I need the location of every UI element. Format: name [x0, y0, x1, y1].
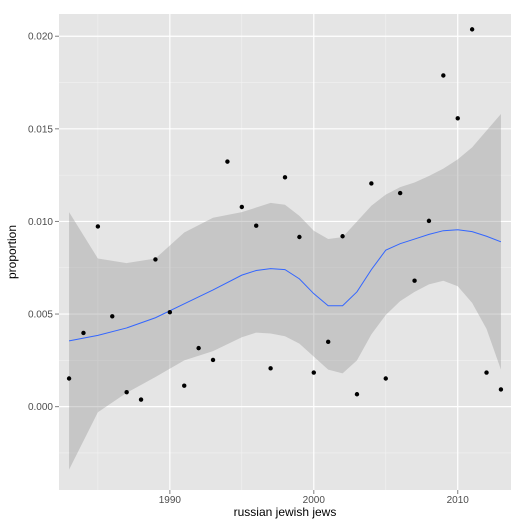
y-tick-label: 0.005	[28, 310, 53, 321]
y-tick-label: 0.000	[28, 402, 53, 413]
data-point	[196, 346, 200, 350]
x-tick-label: 1990	[159, 495, 182, 506]
data-point	[355, 392, 359, 396]
data-point	[268, 366, 272, 370]
data-point	[211, 358, 215, 362]
data-point	[340, 234, 344, 238]
y-tick-label: 0.015	[28, 124, 53, 135]
data-point	[499, 387, 503, 391]
data-point	[427, 219, 431, 223]
y-tick-label: 0.010	[28, 217, 53, 228]
y-axis: 0.000 0.005 0.010 0.015 0.020	[28, 32, 59, 413]
data-point	[456, 116, 460, 120]
data-point	[470, 27, 474, 31]
x-tick-label: 2010	[447, 495, 470, 506]
x-axis: 1990 2000 2010	[159, 490, 470, 506]
data-point	[369, 181, 373, 185]
y-tick-label: 0.020	[28, 32, 53, 43]
data-point	[168, 310, 172, 314]
data-point	[283, 175, 287, 179]
data-point	[153, 257, 157, 261]
data-point	[124, 390, 128, 394]
data-point	[441, 73, 445, 77]
y-axis-title: proportion	[5, 225, 19, 279]
data-point	[110, 314, 114, 318]
data-point	[398, 191, 402, 195]
data-point	[326, 340, 330, 344]
data-point	[254, 223, 258, 227]
data-point	[81, 331, 85, 335]
data-point	[240, 205, 244, 209]
data-point	[139, 397, 143, 401]
data-point	[312, 370, 316, 374]
data-point	[384, 376, 388, 380]
data-point	[297, 235, 301, 239]
data-point	[412, 279, 416, 283]
data-point	[225, 159, 229, 163]
data-point	[484, 370, 488, 374]
x-axis-title: russian jewish jews	[234, 505, 337, 519]
data-point	[182, 384, 186, 388]
data-point	[96, 224, 100, 228]
data-point	[67, 376, 71, 380]
